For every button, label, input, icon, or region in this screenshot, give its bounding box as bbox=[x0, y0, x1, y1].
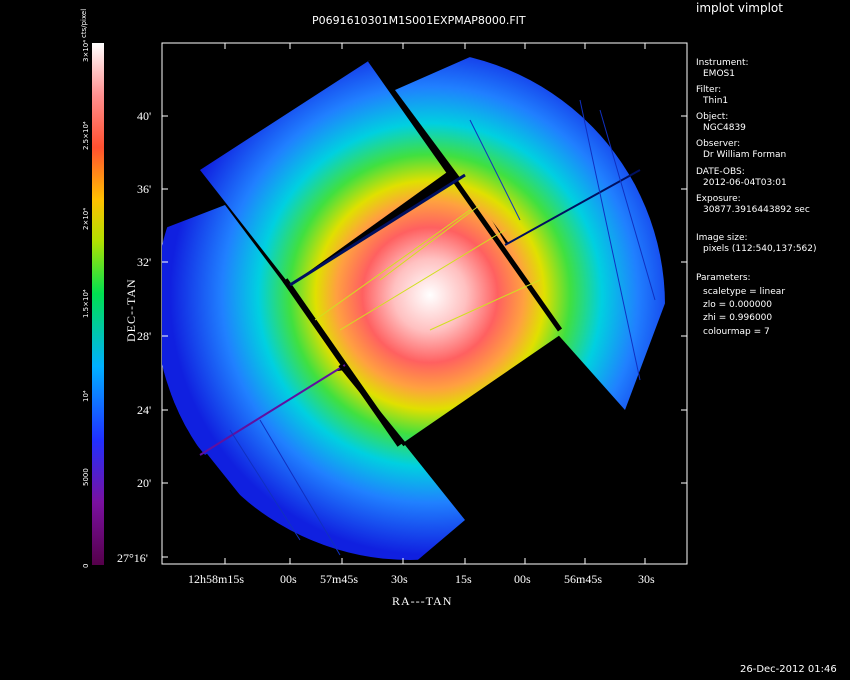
image-size-value: pixels (112:540,137:562) bbox=[703, 244, 817, 254]
ccd-chip-central bbox=[290, 175, 560, 445]
x-tick-label: 57m45s bbox=[320, 572, 359, 586]
ccd-chip-bottom bbox=[162, 370, 465, 560]
y-tick-label: 24' bbox=[137, 403, 152, 417]
y-tick-label: 20' bbox=[137, 476, 152, 490]
colorbar-tick-label: 3×10⁴ bbox=[82, 39, 90, 62]
y-tick-label: 32' bbox=[137, 255, 152, 269]
x-ticks bbox=[224, 43, 646, 564]
zhi-value: zhi = 0.996000 bbox=[703, 313, 773, 323]
file-title: P0691610301M1S001EXPMAP8000.FIT bbox=[312, 14, 526, 27]
colorbar-tick-label: 2.5×10⁴ bbox=[82, 121, 90, 150]
colorbar-tick-label: 1.5×10⁴ bbox=[82, 289, 90, 318]
instrument-label: Instrument: bbox=[696, 58, 749, 68]
object-label: Object: bbox=[696, 112, 729, 122]
object-value: NGC4839 bbox=[703, 123, 746, 133]
colorbar bbox=[92, 43, 104, 565]
observer-label: Observer: bbox=[696, 139, 741, 149]
colorbar-tick-label: 5000 bbox=[82, 468, 90, 486]
x-tick-label: 00s bbox=[280, 572, 297, 586]
x-tick-label: 30s bbox=[638, 572, 655, 586]
instrument-value: EMOS1 bbox=[703, 69, 735, 79]
x-tick-label: 56m45s bbox=[564, 572, 603, 586]
colorbar-tick-label: 10⁴ bbox=[82, 390, 90, 402]
ccd-chip-right bbox=[505, 160, 665, 410]
colorbar-tick-label: 2×10⁴ bbox=[82, 207, 90, 230]
x-tick-label: 12h58m15s bbox=[188, 572, 245, 586]
timestamp: 26-Dec-2012 01:46 bbox=[740, 664, 837, 675]
y-ticks bbox=[162, 115, 687, 558]
filter-value: Thin1 bbox=[703, 96, 729, 106]
y-tick-label: 27°16' bbox=[117, 551, 148, 565]
x-tick-label: 00s bbox=[514, 572, 531, 586]
colorbar-tick-label: 0 bbox=[82, 563, 90, 568]
observer-value: Dr William Forman bbox=[703, 150, 787, 160]
zlo-value: zlo = 0.000000 bbox=[703, 300, 772, 310]
y-tick-label: 28' bbox=[137, 329, 152, 343]
date-obs-label: DATE-OBS: bbox=[696, 167, 745, 177]
x-axis-label: RA---TAN bbox=[392, 594, 453, 608]
exposure-label: Exposure: bbox=[696, 194, 741, 204]
date-obs-value: 2012-06-04T03:01 bbox=[703, 178, 787, 188]
exposure-value: 30877.3916443892 sec bbox=[703, 205, 810, 215]
parameters-label: Parameters: bbox=[696, 273, 751, 283]
colourmap-value: colourmap = 7 bbox=[703, 327, 770, 337]
x-tick-label: 15s bbox=[455, 572, 472, 586]
scaletype-value: scaletype = linear bbox=[703, 287, 786, 297]
colorbar-unit-label: cts/pixel bbox=[80, 8, 88, 38]
ccd-chip-top-left bbox=[200, 60, 450, 285]
y-axis-label: DEC--TAN bbox=[124, 278, 138, 342]
y-tick-label: 36' bbox=[137, 182, 152, 196]
app-title: implot vimplot bbox=[696, 1, 783, 15]
y-tick-label: 40' bbox=[137, 109, 152, 123]
x-tick-label: 30s bbox=[391, 572, 408, 586]
filter-label: Filter: bbox=[696, 85, 722, 95]
image-size-label: Image size: bbox=[696, 233, 748, 243]
